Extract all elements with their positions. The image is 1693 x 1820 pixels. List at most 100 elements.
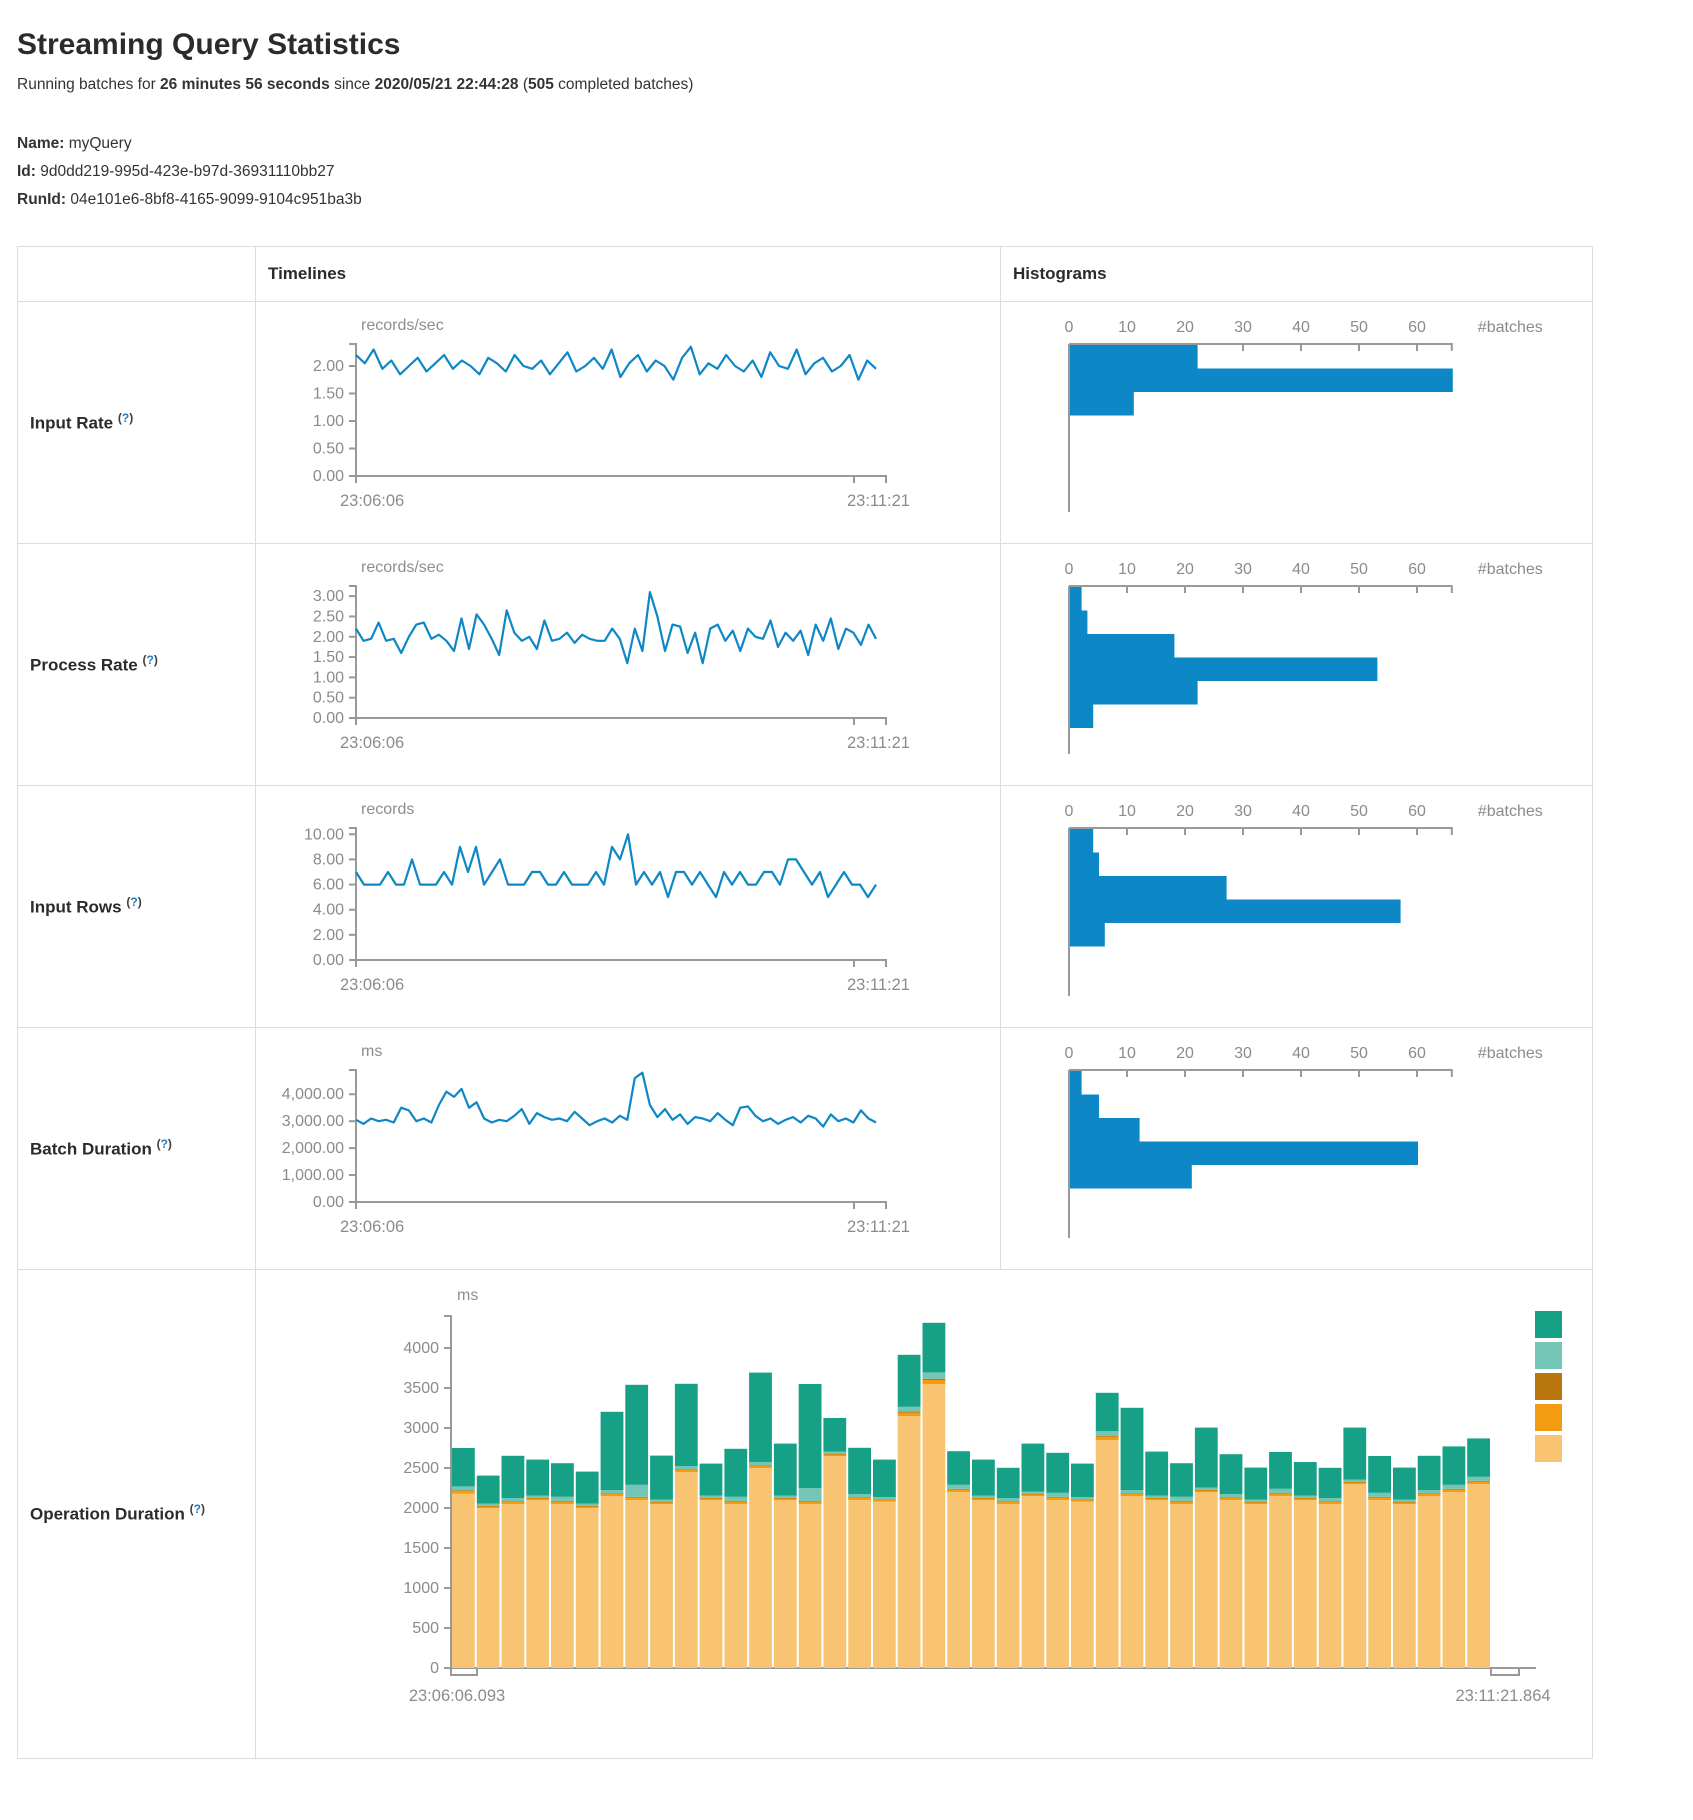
- stacked-bar-segment: [1269, 1451, 1292, 1489]
- stacked-bar-segment: [848, 1493, 871, 1498]
- input-rate-timeline-cell: records/sec 2.00 1.50 1.00 0.50 0.00 23:06:06 2…: [255, 300, 1001, 544]
- stacked-bar-segment: [873, 1501, 896, 1668]
- stacked-bar-segment: [773, 1497, 797, 1499]
- stacked-bar-segment: [947, 1488, 970, 1490]
- y-axis: [444, 1314, 452, 1668]
- stacked-bar-segment: [1219, 1499, 1243, 1668]
- stacked-bar-segment: [922, 1372, 946, 1379]
- stacked-bar-segment: [501, 1501, 525, 1502]
- statistics-table: Timelines Histograms Input Rate (?) reco…: [17, 245, 1593, 1759]
- x-start-label: 23:06:06.093: [409, 1687, 505, 1705]
- x-end-label: 23:11:21: [847, 1218, 910, 1236]
- stacked-bar-segment: [1021, 1443, 1045, 1492]
- stacked-bar-segment: [501, 1503, 525, 1668]
- stacked-bar-segment: [1442, 1446, 1466, 1485]
- histogram-bar: [1070, 344, 1198, 369]
- stacked-bar-segment: [848, 1497, 871, 1500]
- x-axis: [1069, 826, 1453, 835]
- stacked-bar-segment: [1071, 1463, 1094, 1497]
- query-metadata: Name: myQuery Id: 9d0dd219-995d-423e-b97…: [17, 130, 1613, 214]
- y-axis: [349, 826, 357, 960]
- y-tick-label: 2.50: [313, 608, 344, 625]
- unit-label: ms: [361, 1043, 382, 1060]
- stacked-bar-segment: [625, 1384, 649, 1485]
- stacked-bar-segment: [1368, 1455, 1391, 1493]
- stacked-bar-segment: [1095, 1435, 1119, 1437]
- y-axis: [349, 584, 357, 718]
- stacked-bar-segment: [1467, 1480, 1490, 1482]
- stacked-bar-segment: [1095, 1430, 1119, 1436]
- stacked-bar-segment: [600, 1411, 624, 1490]
- stacked-bar-segment: [724, 1503, 748, 1668]
- unit-label: records/sec: [361, 559, 444, 576]
- input-rows-histogram-cell: 0 10 20 30 40 50 60 #batches: [1000, 784, 1593, 1028]
- table-row-operation-duration: Operation Duration (?) ms 4000 3500 3000 250…: [17, 1268, 1593, 1759]
- y-tick-label: 1,000.00: [282, 1167, 344, 1184]
- query-runid-label: RunId:: [17, 190, 67, 208]
- help-icon-process-rate[interactable]: (?): [142, 652, 158, 667]
- batches-axis-label: #batches: [1478, 1045, 1543, 1062]
- stacked-bar-segment: [1368, 1499, 1391, 1668]
- stacked-bar-segment: [1269, 1495, 1292, 1668]
- stacked-bar-segment: [1467, 1438, 1490, 1477]
- stacked-bar-segment: [897, 1354, 921, 1407]
- help-icon-batch-duration[interactable]: (?): [156, 1136, 172, 1151]
- stacked-bar-segment: [724, 1496, 748, 1501]
- stacked-bar-segment: [1244, 1502, 1268, 1504]
- stacked-bar-segment: [1194, 1490, 1218, 1492]
- y-tick-label: 6.00: [313, 876, 344, 893]
- input-rate-histogram-svg: 0 10 20 30 40 50 60 #batches: [1065, 319, 1543, 512]
- help-icon-operation-duration[interactable]: (?): [189, 1502, 205, 1517]
- histogram-bar: [1070, 704, 1094, 728]
- x-tick-label: 20: [1176, 803, 1194, 820]
- stacked-bar-segment: [724, 1500, 748, 1502]
- histogram-bar: [1070, 828, 1094, 853]
- process-rate-histogram-svg: 0 10 20 30 40 50 60 #batches: [1065, 561, 1543, 754]
- y-tick-label: 0.00: [313, 952, 344, 969]
- stacked-bar-segment: [1293, 1499, 1317, 1668]
- stacked-bar-segment: [1071, 1501, 1094, 1668]
- stacked-bar-segment: [1442, 1491, 1466, 1668]
- help-icon-input-rows[interactable]: (?): [126, 894, 142, 909]
- stacked-bar-segment: [526, 1499, 550, 1668]
- stacked-bar-segment: [575, 1506, 599, 1508]
- stacked-bar-segment: [1145, 1497, 1169, 1499]
- stacked-bar-segment: [848, 1447, 871, 1494]
- stacked-bar-segment: [749, 1465, 772, 1468]
- stacked-bar-segment: [674, 1383, 698, 1466]
- stacked-bar-segment: [1194, 1489, 1218, 1491]
- stacked-bar-segment: [1021, 1493, 1045, 1495]
- stacked-bar-segment: [1219, 1453, 1243, 1494]
- y-tick-label: 2.00: [313, 628, 344, 645]
- stacked-bar-segment: [501, 1497, 525, 1502]
- stacked-bar-segment: [1318, 1501, 1342, 1504]
- x-tick-label: 60: [1408, 1045, 1426, 1062]
- stacked-bar-segment: [1219, 1497, 1243, 1500]
- stacked-bar-segment: [526, 1498, 550, 1500]
- stacked-bar-segment: [1393, 1467, 1416, 1500]
- y-tick-label: 0.50: [313, 440, 344, 457]
- y-tick-label: 8.00: [313, 851, 344, 868]
- y-tick-label: 0.00: [313, 710, 344, 727]
- stacked-bar-segment: [699, 1497, 723, 1499]
- stacked-bar-segment: [650, 1502, 673, 1504]
- stacked-bar-segment: [650, 1501, 673, 1503]
- stacked-bar-segment: [699, 1498, 723, 1500]
- timeline-line: [355, 1071, 877, 1128]
- stacked-bar-segment: [922, 1322, 946, 1373]
- stacked-bar-segment: [897, 1412, 921, 1416]
- stacked-bar-segment: [1145, 1499, 1169, 1668]
- help-icon-input-rate[interactable]: (?): [117, 410, 134, 425]
- stacked-bar-segment: [873, 1496, 896, 1500]
- histogram-bar: [1070, 1094, 1099, 1118]
- stacked-bar-segment: [600, 1495, 624, 1668]
- stacked-bar-segment: [1021, 1495, 1045, 1668]
- stacked-bar-segment: [996, 1467, 1020, 1498]
- stacked-bar-segment: [1269, 1493, 1292, 1496]
- process-rate-histogram-chart: 0 10 20 30 40 50 60 #batches: [1002, 556, 1592, 761]
- y-tick-label: 0.00: [313, 1194, 344, 1211]
- stacked-bar-segment: [1393, 1501, 1416, 1503]
- batches-axis-label: #batches: [1478, 803, 1543, 820]
- y-tick-label: 1.50: [313, 649, 344, 666]
- unit-label: records: [361, 801, 414, 818]
